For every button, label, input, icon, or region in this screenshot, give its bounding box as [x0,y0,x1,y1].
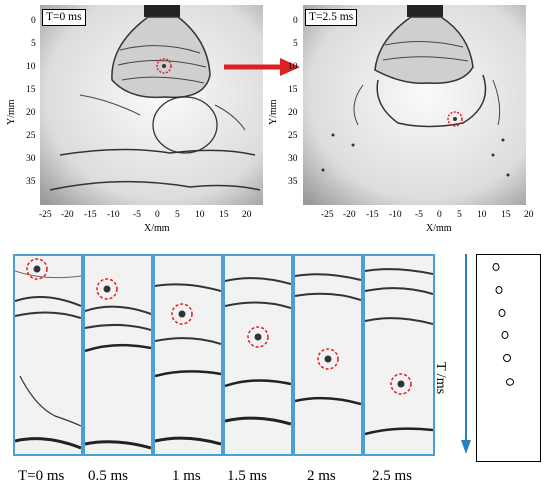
y-tick: 0 [293,16,298,26]
x-tick: 0 [437,210,442,220]
strip-t0 [13,254,83,456]
strip-0-5ms-graphic [85,256,151,454]
top-right-photo-graphic [303,5,526,205]
strip-2-5ms-graphic [365,256,433,454]
x-tick: -5 [415,210,423,220]
strip-0-5ms [83,254,153,456]
y-tick: 30 [288,154,298,164]
strip-2ms [293,254,363,456]
x-tick: 20 [524,210,534,220]
y-tick: 0 [31,16,36,26]
y-tick: 5 [293,39,298,49]
x-tick: -10 [389,210,402,220]
strip-t0-graphic [15,256,81,454]
y-axis-label-left: Y/mm [6,99,17,125]
x-tick: -15 [366,210,379,220]
x-tick: 0 [155,210,160,220]
x-tick: -5 [133,210,141,220]
x-tick: 10 [477,210,487,220]
y-tick: 25 [26,131,36,141]
x-tick: -10 [107,210,120,220]
x-tick: -20 [61,210,74,220]
strip-caption: 1.5 ms [227,468,268,484]
strip-2-5ms [363,254,435,456]
right-arrow-icon [224,58,300,76]
x-tick: 5 [175,210,180,220]
bubble-trajectory-graphic [492,263,514,386]
y-tick: 20 [288,108,298,118]
x-tick: -25 [39,210,52,220]
x-tick: 15 [501,210,511,220]
strip-caption: 2 ms [307,468,336,484]
y-tick: 15 [288,85,298,95]
x-tick: 5 [457,210,462,220]
y-tick: 35 [288,177,298,187]
x-tick: 15 [219,210,229,220]
x-tick: -25 [321,210,334,220]
down-arrow-icon [461,254,471,454]
y-tick: 30 [26,154,36,164]
bubble-trajectory-panel [476,254,541,462]
strip-caption: T=0 ms [18,468,65,484]
y-tick: 35 [26,177,36,187]
y-tick: 15 [26,85,36,95]
x-tick: -20 [343,210,356,220]
y-tick: 5 [31,39,36,49]
time-axis-label: T /ms [433,362,448,395]
strip-1-5ms [223,254,293,456]
x-axis-label-right: X/mm [426,223,452,234]
strip-1ms-graphic [155,256,221,454]
y-axis-label-right: Y/mm [268,99,279,125]
strip-1ms [153,254,223,456]
x-tick: -15 [84,210,97,220]
strip-caption: 0.5 ms [88,468,129,484]
top-left-photo-graphic [40,5,263,205]
y-tick: 20 [26,108,36,118]
time-label-top-left: T=0 ms [42,9,86,26]
time-label-top-right: T=2.5 ms [305,9,358,26]
top-right-photo: T=2.5 ms [303,5,526,205]
strip-caption: 2.5 ms [372,468,413,484]
y-tick: 10 [288,62,298,72]
strip-1-5ms-graphic [225,256,291,454]
x-tick: 20 [242,210,252,220]
y-tick: 25 [288,131,298,141]
x-axis-label-left: X/mm [144,223,170,234]
top-left-photo: T=0 ms [40,5,263,205]
x-tick: 10 [195,210,205,220]
strip-2ms-graphic [295,256,361,454]
strip-caption: 1 ms [172,468,201,484]
y-tick: 10 [26,62,36,72]
